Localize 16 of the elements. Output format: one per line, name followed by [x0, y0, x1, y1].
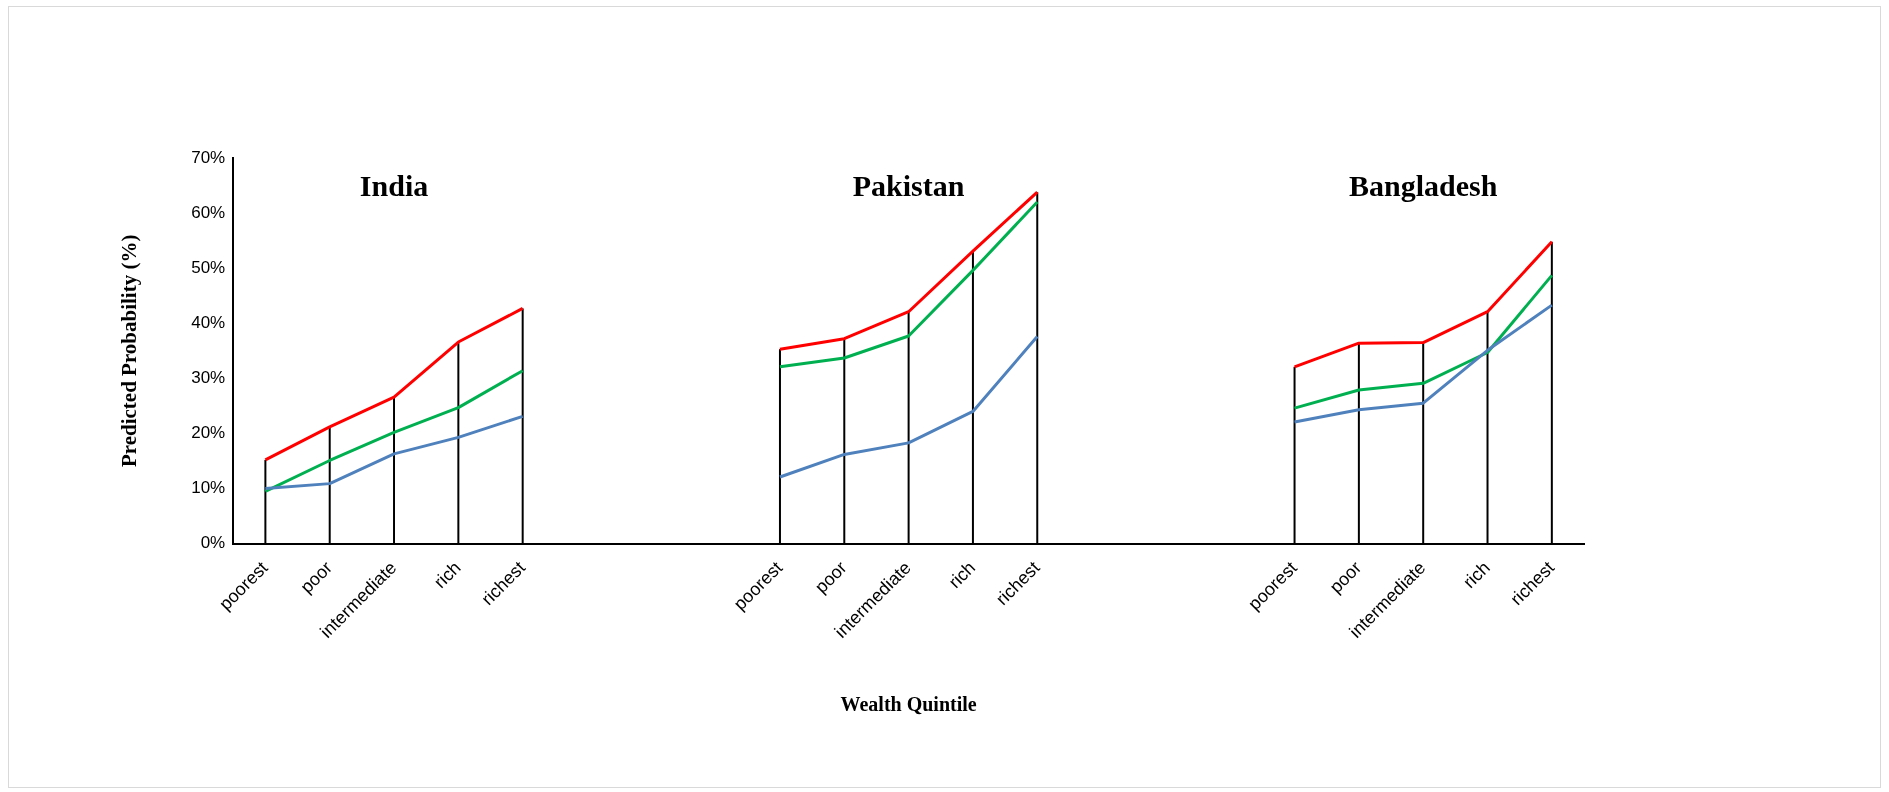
x-axis-title: Wealth Quintile	[840, 693, 977, 716]
x-tick-label: rich	[944, 557, 980, 593]
y-tick-label: 10%	[191, 478, 226, 498]
annotation: Pakistan	[852, 168, 965, 202]
y-tick-label: 40%	[191, 312, 226, 332]
y-tick-label: 60%	[191, 202, 226, 222]
y-tick-label: 0%	[200, 533, 226, 553]
y-tick-label: 50%	[191, 257, 226, 277]
x-tick-label: rich	[1459, 557, 1494, 593]
x-tick-label: rich	[430, 557, 465, 593]
annotation: Bangladesh	[1349, 168, 1498, 202]
y-tick-label: 70%	[191, 147, 226, 167]
y-tick-label: 30%	[191, 368, 226, 388]
y-tick-label: 20%	[191, 423, 226, 443]
y-axis-title: Predicted Probability (%)	[117, 234, 142, 468]
annotation: India	[359, 168, 429, 202]
